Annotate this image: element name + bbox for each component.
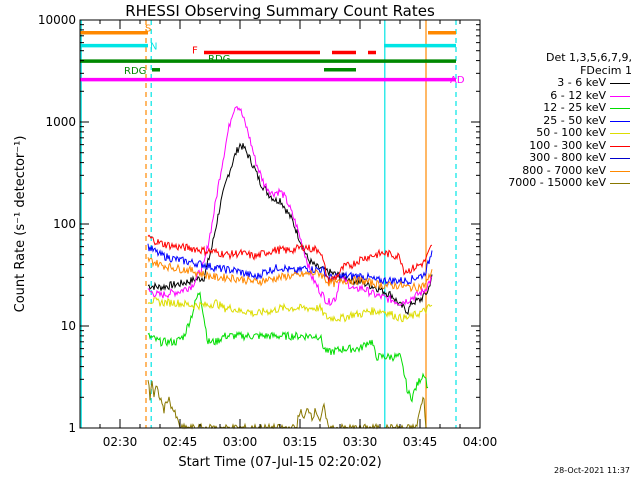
y-axis-label: Count Rate (s⁻¹ detector⁻¹) [13,136,28,313]
y-tick-label-1: 10 [61,319,76,333]
legend-label-8: 7000 - 15000 keV [508,176,606,189]
chart-title: RHESSI Observing Summary Count Rates [125,2,435,20]
x-axis-label: Start Time (07-Jul-15 02:20:02) [178,455,382,470]
series-line-2 [147,291,429,403]
legend-label-4: 50 - 100 keV [536,126,606,139]
x-tick-label-1: 02:45 [163,435,198,449]
legend-swatch-4 [610,133,630,134]
x-tick-label-3: 03:15 [283,435,318,449]
flag-label-1: N [150,42,157,53]
flag-label-0: S [145,24,151,35]
series-line-3 [147,243,433,286]
x-tick-label-0: 02:30 [103,435,138,449]
legend-item-8: 7000 - 15000 keV [474,176,634,190]
series-line-4 [147,297,433,323]
legend-item-1: 6 - 12 keV [474,88,634,103]
timestamp: 28-Oct-2021 11:37 [554,466,630,475]
legend-label-1: 6 - 12 keV [550,88,606,102]
legend-swatch-5 [610,145,630,147]
legend-label-3: 25 - 50 keV [543,113,606,127]
series-line-1 [147,105,433,307]
plot-axes: 1 10 100 1000 10000 02:30 02:45 03:00 03:15 03:30… [13,13,497,449]
x-tick-label-4: 03:30 [343,435,378,449]
legend-swatch-6 [610,158,630,159]
legend-item-6: 300 - 800 keV [474,151,634,165]
legend: Det 1,3,5,6,7,9, FDecim 1 3 - 6 keV 6 - 1… [474,51,634,190]
series-line-5 [147,234,433,284]
x-tick-label-5: 03:45 [403,435,438,449]
legend-swatch-3 [610,120,630,122]
y-tick-label-4: 10000 [38,13,76,27]
legend-swatch-2 [610,108,630,109]
legend-header-2: FDecim 1 [580,63,632,77]
legend-item-4: 50 - 100 keV [474,126,634,140]
legend-swatch-1 [610,95,630,97]
y-tick-label-0: 1 [68,421,76,435]
legend-item-7: 800 - 7000 keV [474,163,634,178]
legend-item-3: 25 - 50 keV [474,113,634,128]
legend-swatch-0 [610,83,630,84]
series-line-7 [147,257,433,293]
legend-header-1: Det 1,3,5,6,7,9, [545,51,632,64]
flag-label-3: RDG [208,54,230,65]
series-lines [147,105,433,430]
y-tick-label-2: 100 [53,217,76,231]
x-tick-label-6: 04:00 [463,435,498,449]
flag-label-5: AD [450,75,465,86]
legend-label-7: 800 - 7000 keV [522,163,606,177]
legend-label-0: 3 - 6 keV [557,76,606,89]
flag-label-2: F [192,46,198,57]
flag-label-4: RDG [124,66,146,77]
legend-item-0: 3 - 6 keV [474,76,634,90]
legend-label-6: 300 - 800 keV [529,151,606,164]
y-tick-label-3: 1000 [45,115,76,129]
legend-rows: 3 - 6 keV 6 - 12 keV 12 - 25 keV 25 - 50 ke… [474,76,634,190]
legend-item-2: 12 - 25 keV [474,101,634,115]
x-tick-label-2: 03:00 [223,435,258,449]
legend-label-2: 12 - 25 keV [543,101,606,114]
legend-swatch-7 [610,170,630,172]
legend-item-5: 100 - 300 keV [474,138,634,153]
legend-label-5: 100 - 300 keV [529,138,606,152]
legend-swatch-8 [610,183,630,184]
flag-bars: SN F RDG RDG AD [80,24,465,86]
